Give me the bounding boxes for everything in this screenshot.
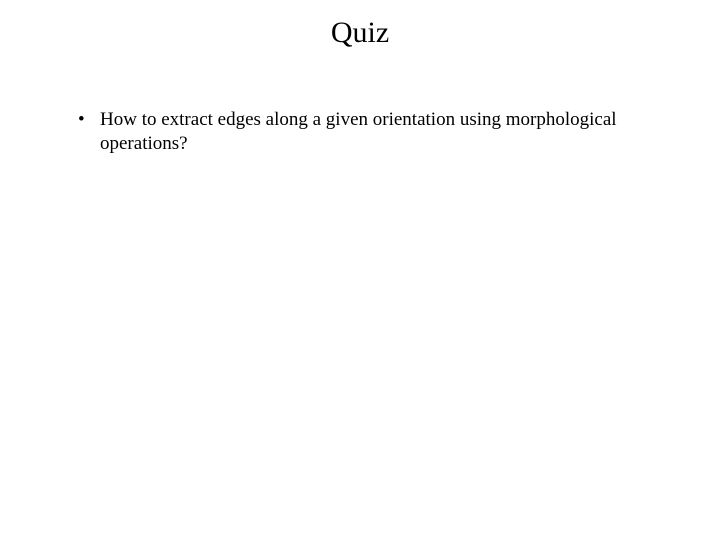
- bullet-text: How to extract edges along a given orien…: [100, 109, 617, 154]
- slide-title: Quiz: [48, 16, 672, 50]
- list-item: How to extract edges along a given orien…: [78, 108, 672, 156]
- bullet-list: How to extract edges along a given orien…: [48, 108, 672, 156]
- slide-container: Quiz How to extract edges along a given …: [0, 0, 720, 540]
